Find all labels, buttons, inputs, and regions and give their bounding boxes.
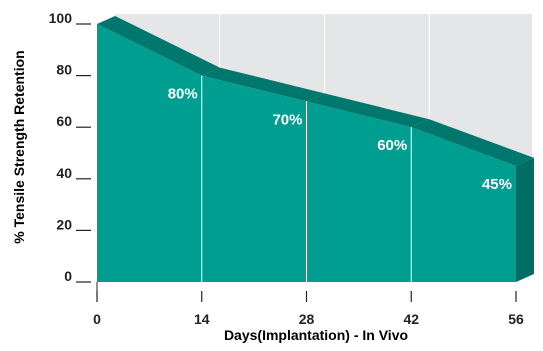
x-tick-label-56: 56	[508, 311, 524, 327]
data-label-28: 70%	[272, 111, 302, 128]
y-tick-label-100: 100	[49, 10, 73, 26]
x-tick-label-42: 42	[403, 311, 419, 327]
y-axis-title: % Tensile Strength Retention	[11, 50, 27, 243]
axis-layer	[76, 23, 517, 302]
area-side-face	[516, 157, 534, 282]
label-layer: 0 20 40 60 80 100 0 14 28 42 56 80% 70% 60% 45%	[49, 10, 524, 327]
y-tick-label-0: 0	[64, 268, 72, 284]
x-axis-title: Days(Implantation) - In Vivo	[224, 327, 408, 343]
x-tick-label-14: 14	[194, 311, 210, 327]
y-tick-label-80: 80	[56, 62, 72, 78]
area-top-segment-1	[201, 67, 325, 102]
data-label-14: 80%	[168, 86, 198, 103]
y-tick-label-60: 60	[56, 113, 72, 129]
y-tick-label-20: 20	[56, 216, 72, 232]
data-label-42: 60%	[377, 137, 407, 154]
area-layer	[97, 16, 534, 282]
x-tick-label-28: 28	[299, 311, 315, 327]
area-top-segment-3	[411, 119, 534, 166]
y-tick-label-40: 40	[56, 165, 72, 181]
data-label-56: 45%	[482, 176, 512, 193]
area-top-segment-2	[306, 93, 430, 128]
area-top-segment-0	[97, 16, 220, 76]
x-tick-label-0: 0	[93, 311, 101, 327]
